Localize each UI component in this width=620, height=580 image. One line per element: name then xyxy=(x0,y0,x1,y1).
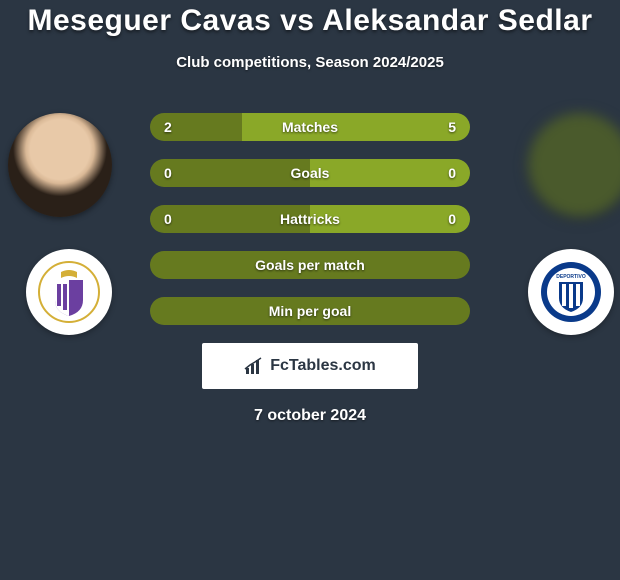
club-badge-left xyxy=(26,249,112,335)
stat-bar: Goals per match xyxy=(150,251,470,279)
brand-text: FcTables.com xyxy=(270,357,376,375)
svg-text:DEPORTIVO: DEPORTIVO xyxy=(556,274,586,280)
alaves-crest-icon: DEPORTIVO xyxy=(539,260,603,324)
club-badge-right: DEPORTIVO xyxy=(528,249,614,335)
stat-bar: Min per goal xyxy=(150,297,470,325)
stat-bar: 0Goals0 xyxy=(150,159,470,187)
snapshot-date: 7 october 2024 xyxy=(0,407,620,425)
bar-label: Goals xyxy=(150,159,470,187)
bar-label: Min per goal xyxy=(150,297,470,325)
chart-icon xyxy=(244,356,266,376)
bar-value-right: 0 xyxy=(448,205,456,233)
stat-bar: 0Hattricks0 xyxy=(150,205,470,233)
stat-bars: 2Matches50Goals00Hattricks0Goals per mat… xyxy=(150,107,470,325)
player-avatar-right xyxy=(528,113,620,217)
brand-badge: FcTables.com xyxy=(202,343,418,389)
bar-label: Hattricks xyxy=(150,205,470,233)
valladolid-crest-icon xyxy=(37,260,101,324)
bar-label: Matches xyxy=(150,113,470,141)
stat-bar: 2Matches5 xyxy=(150,113,470,141)
bar-value-right: 0 xyxy=(448,159,456,187)
bar-label: Goals per match xyxy=(150,251,470,279)
comparison-subtitle: Club competitions, Season 2024/2025 xyxy=(0,54,620,71)
bar-value-right: 5 xyxy=(448,113,456,141)
comparison-title: Meseguer Cavas vs Aleksandar Sedlar xyxy=(0,4,620,38)
player-avatar-left xyxy=(8,113,112,217)
content-area: DEPORTIVO 2Matches50Goals00Hattricks0Goa… xyxy=(0,107,620,425)
